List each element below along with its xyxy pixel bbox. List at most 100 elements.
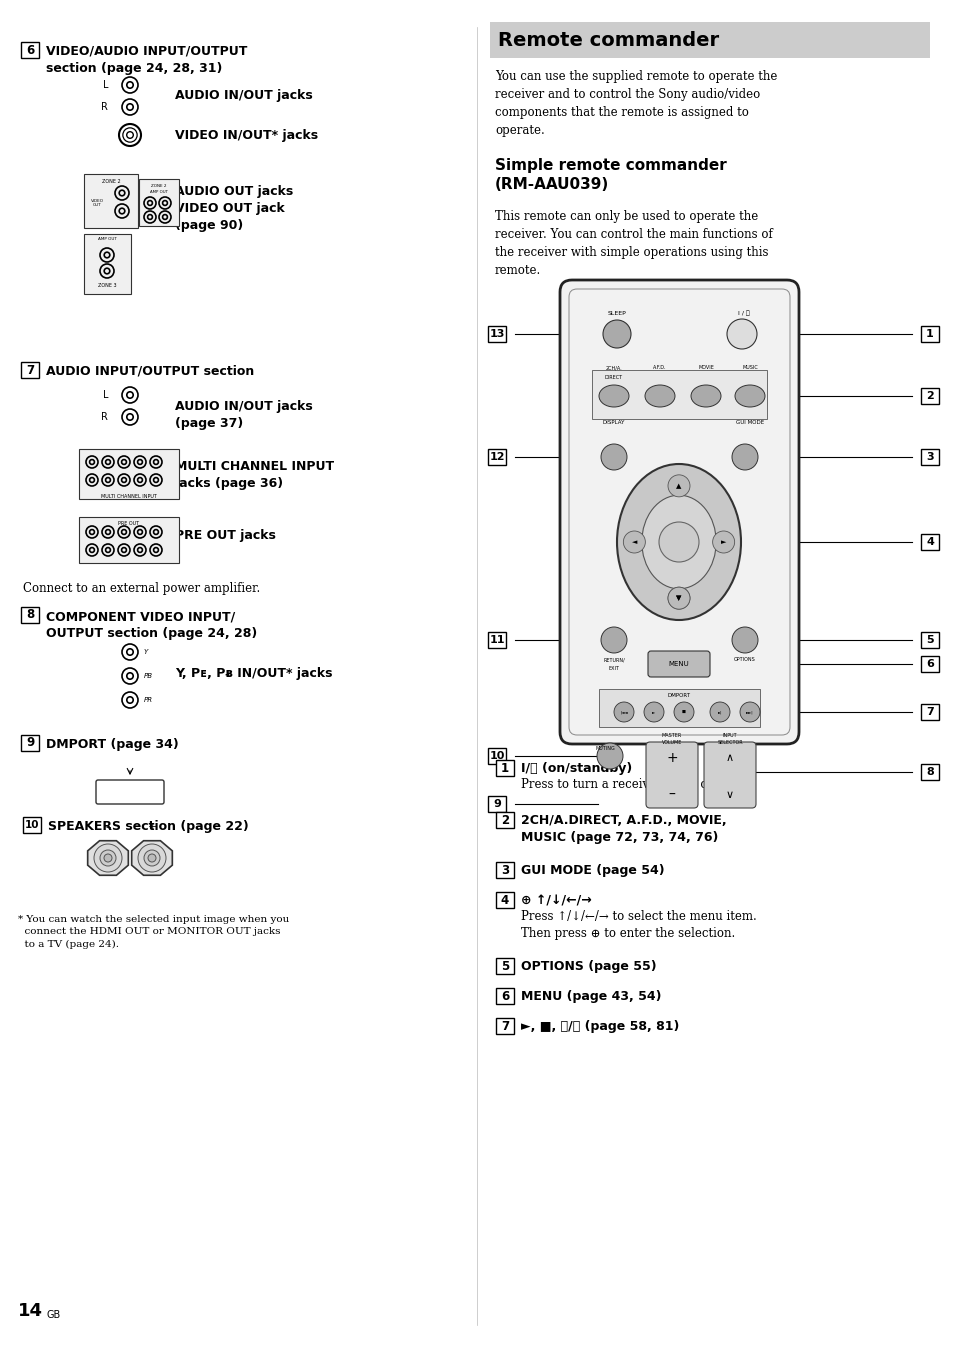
Text: ZONE 3: ZONE 3 [97,283,116,288]
Text: EXIT: EXIT [608,667,618,671]
Text: 10: 10 [489,750,504,761]
Text: MULTI CHANNEL INPUT: MULTI CHANNEL INPUT [174,460,334,473]
Circle shape [602,320,630,347]
Text: L: L [102,389,108,400]
Text: 13: 13 [489,329,504,339]
FancyBboxPatch shape [920,656,938,672]
Text: VIDEO OUT jack: VIDEO OUT jack [174,201,284,215]
Text: 10: 10 [25,821,39,830]
Ellipse shape [641,495,716,589]
FancyBboxPatch shape [79,516,179,562]
Text: ▼: ▼ [676,595,681,602]
Text: +: + [147,822,156,831]
Text: 2CH/A.: 2CH/A. [605,365,621,370]
Text: This remote can only be used to operate the
receiver. You can control the main f: This remote can only be used to operate … [495,210,772,277]
Text: L: L [102,80,108,91]
Text: DISPLAY: DISPLAY [602,420,624,425]
Text: DIRECT: DIRECT [604,375,622,380]
Text: 4: 4 [500,894,509,906]
Text: PRE OUT: PRE OUT [118,521,139,526]
Text: VIDEO IN/OUT* jacks: VIDEO IN/OUT* jacks [174,128,317,142]
Text: GB: GB [46,1310,60,1320]
Text: (page 37): (page 37) [174,416,243,430]
Circle shape [740,702,760,722]
Text: jacks (page 36): jacks (page 36) [174,477,283,489]
FancyBboxPatch shape [490,22,929,58]
Circle shape [659,522,699,562]
Text: VIDEO/AUDIO INPUT/OUTPUT: VIDEO/AUDIO INPUT/OUTPUT [46,45,247,58]
FancyBboxPatch shape [598,690,760,727]
Text: ◄: ◄ [631,539,637,545]
Text: 2: 2 [925,391,933,402]
Text: VIDEO
OUT: VIDEO OUT [91,199,103,207]
FancyBboxPatch shape [96,780,164,804]
Circle shape [614,702,634,722]
FancyBboxPatch shape [496,863,514,877]
Text: (page 90): (page 90) [174,219,243,233]
Text: ►: ► [720,539,725,545]
Text: 8: 8 [925,767,933,777]
Text: SLEEP: SLEEP [607,311,626,316]
Circle shape [667,587,689,610]
Circle shape [600,443,626,470]
Text: MENU (page 43, 54): MENU (page 43, 54) [520,990,660,1003]
Text: 3: 3 [925,452,933,462]
Text: Remote commander: Remote commander [497,31,719,50]
FancyBboxPatch shape [496,760,514,776]
FancyBboxPatch shape [488,748,505,764]
Text: R: R [101,412,108,422]
Circle shape [600,627,626,653]
FancyBboxPatch shape [496,988,514,1005]
Text: MENU: MENU [668,661,689,667]
Text: DMPORT: DMPORT [667,694,690,698]
Text: INPUT: INPUT [722,733,737,738]
Text: You can use the supplied remote to operate the
receiver and to control the Sony : You can use the supplied remote to opera… [495,70,777,137]
Text: MASTER: MASTER [661,733,681,738]
Circle shape [731,627,758,653]
Circle shape [597,744,622,769]
Circle shape [709,702,729,722]
FancyBboxPatch shape [496,959,514,973]
Text: 6: 6 [925,658,933,669]
Text: 2CH/A.DIRECT, A.F.D., MOVIE,
MUSIC (page 72, 73, 74, 76): 2CH/A.DIRECT, A.F.D., MOVIE, MUSIC (page… [520,814,726,844]
Circle shape [731,443,758,470]
Ellipse shape [690,385,720,407]
FancyBboxPatch shape [488,449,505,465]
Text: MOVIE: MOVIE [698,365,713,370]
Circle shape [667,587,689,610]
Text: PB: PB [144,673,152,679]
Circle shape [148,854,156,863]
Ellipse shape [598,385,628,407]
Text: ⊕ ↑/↓/←/→: ⊕ ↑/↓/←/→ [520,894,591,907]
Circle shape [726,319,757,349]
Text: AUDIO OUT jacks: AUDIO OUT jacks [174,185,293,197]
FancyBboxPatch shape [496,813,514,827]
FancyBboxPatch shape [920,631,938,648]
FancyBboxPatch shape [488,796,505,813]
FancyBboxPatch shape [488,326,505,342]
Text: 9: 9 [493,799,500,808]
Text: ►►|: ►►| [745,710,753,714]
Text: Connect to an external power amplifier.: Connect to an external power amplifier. [23,581,260,595]
Text: 4: 4 [925,537,933,548]
Text: –: – [668,788,675,802]
FancyBboxPatch shape [920,704,938,721]
FancyBboxPatch shape [592,370,766,419]
Text: ZONE 2: ZONE 2 [152,184,167,188]
Text: AMP OUT: AMP OUT [150,191,168,193]
FancyBboxPatch shape [496,892,514,909]
Text: section (page 24, 28, 31): section (page 24, 28, 31) [46,62,222,74]
Circle shape [100,850,116,867]
Circle shape [144,850,160,867]
FancyBboxPatch shape [647,652,709,677]
Text: I/⏻ (on/standby): I/⏻ (on/standby) [520,763,632,775]
Circle shape [622,531,644,553]
Ellipse shape [617,464,740,621]
FancyBboxPatch shape [920,534,938,550]
Ellipse shape [734,385,764,407]
FancyBboxPatch shape [21,362,39,379]
Text: I / ⏻: I / ⏻ [738,311,749,316]
FancyBboxPatch shape [21,42,39,58]
FancyBboxPatch shape [920,449,938,465]
FancyBboxPatch shape [23,817,41,833]
